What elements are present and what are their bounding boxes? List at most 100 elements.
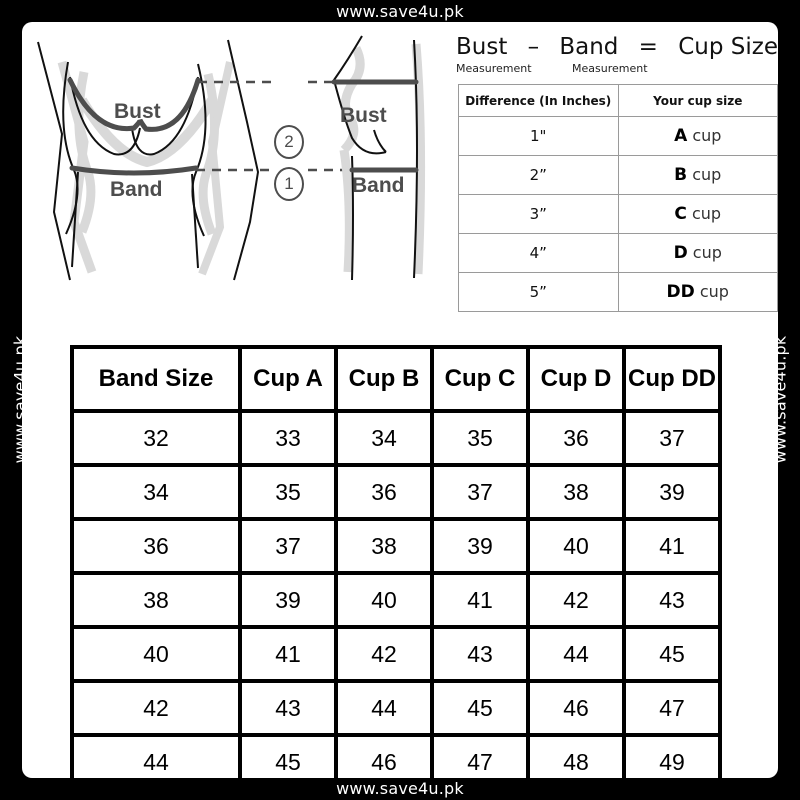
cup-word: cup: [687, 243, 722, 262]
cup-dd-cell: 45: [622, 625, 722, 683]
formula-section: Bust – Band = Cup Size Measurement Measu…: [442, 22, 778, 322]
cup-d-cell: 38: [526, 463, 626, 521]
cup-dd-cell: 47: [622, 679, 722, 737]
cup-c-cell: 41: [430, 571, 530, 629]
table-row: 1" A cup: [458, 116, 778, 156]
table-row: 40 41 42 43 44 45: [70, 625, 722, 683]
cup-b-cell: 40: [334, 571, 434, 629]
band-size-cell: 32: [70, 409, 242, 467]
cup-d-cell: 36: [526, 409, 626, 467]
cup-c-cell: 43: [430, 625, 530, 683]
table-row: 38 39 40 41 42 43: [70, 571, 722, 629]
cup-size-formula: Bust – Band = Cup Size: [456, 34, 778, 60]
front-band-label: Band: [110, 178, 163, 201]
watermark-bottom: www.save4u.pk: [336, 779, 464, 798]
dashed-connectors: [196, 80, 344, 172]
table-row: 44 45 46 47 48 49: [70, 733, 722, 778]
cup-b-cell: 36: [334, 463, 434, 521]
cup-dd-cell: 37: [622, 409, 722, 467]
band-size-cell: 42: [70, 679, 242, 737]
size-table-header-row: Band Size Cup A Cup B Cup C Cup D Cup DD: [70, 345, 722, 413]
cup-c-cell: 45: [430, 679, 530, 737]
cup-a-cell: 41: [238, 625, 338, 683]
measurement-illustration: Bust Band Bust Band 2 1: [22, 22, 442, 322]
table-row: 3” C cup: [458, 194, 778, 234]
marker-2-circle: 2: [274, 125, 304, 159]
cup-a-cell: 37: [238, 517, 338, 575]
cup-b-cell: 34: [334, 409, 434, 467]
bust-line-front: [67, 77, 201, 132]
cup-dd-cell: 41: [622, 517, 722, 575]
size-table-body: 32 33 34 35 36 37 34 35 36 37 38 39 36: [70, 409, 722, 778]
cup-word: cup: [687, 165, 722, 184]
band-line-front: [69, 165, 199, 176]
bust-measurement-sublabel: Measurement: [456, 62, 532, 75]
side-bust-label: Bust: [340, 104, 387, 127]
cup-c-cell: 39: [430, 517, 530, 575]
cup-b-cell: 46: [334, 733, 434, 778]
cup-word: cup: [686, 204, 722, 223]
cup-d-cell: 42: [526, 571, 626, 629]
table-row: 4” D cup: [458, 233, 778, 273]
cup-table-body: 1" A cup 2” B cup 3” C cup 4”: [458, 116, 778, 312]
side-band-label: Band: [352, 174, 405, 197]
formula-equals-operator: =: [638, 34, 658, 60]
band-size-cell: 36: [70, 517, 242, 575]
cup-difference-value: 4”: [458, 233, 619, 273]
size-table-header-cup-c: Cup C: [430, 345, 530, 413]
band-size-cell: 38: [70, 571, 242, 629]
cup-dd-cell: 39: [622, 463, 722, 521]
cup-a-cell: 43: [238, 679, 338, 737]
cup-b-cell: 44: [334, 679, 434, 737]
cup-difference-value: 5”: [458, 272, 619, 312]
cup-a-cell: 35: [238, 463, 338, 521]
table-row: 5” DD cup: [458, 272, 778, 312]
marker-1-circle: 1: [274, 167, 304, 201]
cup-d-cell: 40: [526, 517, 626, 575]
cup-size-value: DD cup: [617, 272, 778, 312]
top-section: Bust Band Bust Band 2 1 Bust – Band = Cu…: [22, 22, 778, 322]
table-row: 42 43 44 45 46 47: [70, 679, 722, 737]
cup-a-cell: 33: [238, 409, 338, 467]
cup-word: cup: [694, 282, 729, 301]
table-row: 34 35 36 37 38 39: [70, 463, 722, 521]
cup-size-value: B cup: [617, 155, 778, 195]
content-card: Bust Band Bust Band 2 1 Bust – Band = Cu…: [22, 22, 778, 778]
cup-table-header-row: Difference (In Inches) Your cup size: [458, 84, 778, 117]
cup-letter: B: [674, 165, 688, 185]
bra-size-table: Band Size Cup A Cup B Cup C Cup D Cup DD…: [70, 345, 722, 778]
cup-d-cell: 46: [526, 679, 626, 737]
band-size-cell: 40: [70, 625, 242, 683]
size-table-header-cup-a: Cup A: [238, 345, 338, 413]
band-measurement-sublabel: Measurement: [572, 62, 648, 75]
cup-size-value: D cup: [617, 233, 778, 273]
cup-difference-value: 1": [458, 116, 619, 156]
size-table-header-band-size: Band Size: [70, 345, 242, 413]
cup-difference-value: 3”: [458, 194, 619, 234]
cup-letter: D: [673, 243, 688, 263]
cup-b-cell: 42: [334, 625, 434, 683]
formula-result-cup-size: Cup Size: [678, 34, 778, 60]
cup-d-cell: 48: [526, 733, 626, 778]
formula-term-bust: Bust: [456, 34, 508, 60]
cup-letter: A: [674, 126, 688, 146]
cup-letter: DD: [666, 282, 695, 302]
illustration-svg: [37, 35, 426, 281]
cup-c-cell: 47: [430, 733, 530, 778]
cup-d-cell: 44: [526, 625, 626, 683]
cup-a-cell: 45: [238, 733, 338, 778]
cup-b-cell: 38: [334, 517, 434, 575]
size-table-header-cup-dd: Cup DD: [622, 345, 722, 413]
table-row: 36 37 38 39 40 41: [70, 517, 722, 575]
side-view-figure: [331, 35, 426, 281]
front-bust-label: Bust: [114, 100, 161, 123]
band-size-cell: 44: [70, 733, 242, 778]
cup-size-value: C cup: [617, 194, 778, 234]
table-row: 32 33 34 35 36 37: [70, 409, 722, 467]
cup-difference-value: 2”: [458, 155, 619, 195]
formula-term-band: Band: [559, 34, 619, 60]
cup-letter: C: [674, 204, 687, 224]
table-row: 2” B cup: [458, 155, 778, 195]
band-size-cell: 34: [70, 463, 242, 521]
